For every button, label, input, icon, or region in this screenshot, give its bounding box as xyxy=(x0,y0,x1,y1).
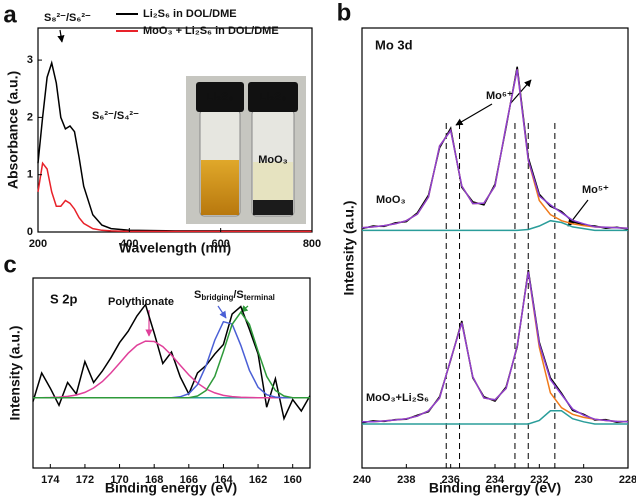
x-tick-label: 172 xyxy=(76,474,94,486)
annotation: S₈²⁻/S₆²⁻ xyxy=(44,12,91,24)
x-tick-label: 164 xyxy=(214,474,233,486)
panel-label: a xyxy=(3,1,17,28)
x-tick-label: 600 xyxy=(211,238,229,250)
annotation: Mo⁵⁺ xyxy=(582,184,609,196)
arrows xyxy=(57,29,589,337)
vial-sediment xyxy=(253,200,293,215)
legend-label: Li₂S₆ in DOL/DME xyxy=(143,8,237,20)
vial-liquid xyxy=(201,160,239,215)
x-tick-label: 160 xyxy=(284,474,302,486)
y-tick-label: 1 xyxy=(27,169,33,181)
x-tick-label: 168 xyxy=(145,474,163,486)
x-axis-label: Binding energy (eV) xyxy=(429,480,561,496)
data-line xyxy=(33,320,310,399)
vial-cap xyxy=(196,82,244,112)
annotation: S₆²⁻/S₄²⁻ xyxy=(92,110,139,122)
x-tick-label: 238 xyxy=(397,474,415,486)
inset-label: MoO₃ xyxy=(258,154,288,166)
y-axis-label: Intensity (a.u.) xyxy=(7,326,23,421)
data-line xyxy=(361,69,629,229)
data-line xyxy=(32,302,311,421)
data-line xyxy=(362,219,628,232)
annotation: Polythionate xyxy=(108,296,174,308)
data-line xyxy=(362,410,628,425)
y-axis-label: Absorbance (a.u.) xyxy=(5,71,21,189)
vial-liquid xyxy=(253,162,293,200)
annotation-part: bridging xyxy=(201,293,233,302)
x-tick-label: 230 xyxy=(574,474,592,486)
x-tick-label: 800 xyxy=(303,238,321,250)
annotation: Mo⁶⁺ xyxy=(486,90,513,102)
x-tick-label: 228 xyxy=(619,474,636,486)
legend-label: MoO₃ + Li₂S₆ in DOL/DME xyxy=(143,25,279,37)
x-tick-label: 232 xyxy=(530,474,548,486)
x-tick-label: 174 xyxy=(41,474,60,486)
panel-label: b xyxy=(337,0,352,26)
inset-photo xyxy=(186,76,306,224)
y-axis-label: Intensity (a.u.) xyxy=(341,201,357,296)
vial-cap xyxy=(248,82,298,112)
x-tick-label: 400 xyxy=(120,238,138,250)
y-tick-label: 3 xyxy=(27,54,33,66)
data-line xyxy=(33,310,310,399)
x-tick-label: 236 xyxy=(441,474,459,486)
plot-frame xyxy=(32,277,311,469)
annotation: MoO₃+Li₂S₆ xyxy=(366,392,429,404)
x-tick-label: 162 xyxy=(249,474,267,486)
arrow xyxy=(57,29,65,43)
panel-title: Mo 3d xyxy=(375,37,413,52)
data-line xyxy=(362,271,629,423)
arrow xyxy=(455,103,493,126)
annotation: Sbridging/Sterminal xyxy=(194,289,275,302)
x-axis-label: Wavelength (nm) xyxy=(119,240,231,256)
data-line xyxy=(37,161,312,233)
annotation-part: terminal xyxy=(244,293,275,302)
x-axis-label: Binding energy (eV) xyxy=(105,480,237,496)
annotation-part: /S xyxy=(233,289,243,301)
x-tick-label: 166 xyxy=(180,474,198,486)
annotation: MoO₃ xyxy=(376,194,406,206)
arrow xyxy=(567,199,589,227)
y-tick-label: 0 xyxy=(27,226,33,238)
x-tick-label: 170 xyxy=(110,474,128,486)
panel-label: c xyxy=(3,251,16,278)
inset-label: Li₂S₆ xyxy=(207,91,234,103)
data-line xyxy=(33,340,310,399)
x-tick-label: 234 xyxy=(486,474,505,486)
inset-label: Li₂S₆ xyxy=(260,91,287,103)
annotation-part: S xyxy=(194,289,201,301)
x-tick-label: 240 xyxy=(353,474,371,486)
panel-title: S 2p xyxy=(50,291,78,306)
y-tick-label: 2 xyxy=(27,111,33,123)
arrow xyxy=(217,305,227,319)
x-tick-label: 200 xyxy=(29,238,47,250)
